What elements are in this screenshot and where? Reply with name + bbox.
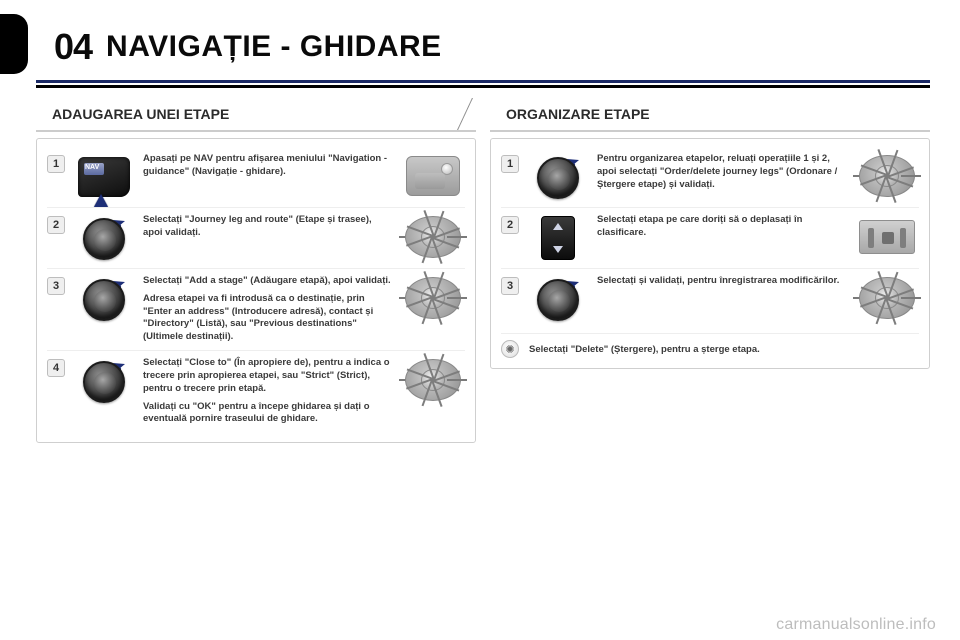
- left-steps-card: 1 Apasați pe NAV pentru afișarea meniulu…: [36, 138, 476, 443]
- step-text: Selectați "Journey leg and route" (Etape…: [143, 214, 391, 240]
- rotary-knob-icon: [529, 153, 587, 201]
- step-text: Selectați și validați, pentru înregistra…: [597, 275, 845, 288]
- content-columns: ADAUGAREA UNEI ETAPE 1 Apasați pe NAV pe…: [36, 98, 930, 443]
- step-text: Selectați "Add a stage" (Adăugare etapă)…: [143, 275, 391, 344]
- step-badge: 1: [47, 155, 65, 173]
- step-text: Apasați pe NAV pentru afișarea meniului …: [143, 153, 391, 179]
- left-subtitle: ADAUGAREA UNEI ETAPE: [36, 98, 476, 132]
- step-row: 1 Pentru organizarea etapelor, reluați o…: [501, 147, 919, 207]
- rocker-icon: [529, 214, 587, 262]
- step-badge: 3: [501, 277, 519, 295]
- right-steps-card: 1 Pentru organizarea etapelor, reluați o…: [490, 138, 930, 369]
- step-text: Pentru organizarea etapelor, reluați ope…: [597, 153, 845, 191]
- dial-icon: [855, 275, 919, 321]
- step-badge: 4: [47, 359, 65, 377]
- right-subtitle: ORGANIZARE ETAPE: [490, 98, 930, 132]
- rotary-knob-icon: [75, 357, 133, 405]
- page-tab-notch: [0, 14, 28, 74]
- rotary-knob-icon: [75, 214, 133, 262]
- page-header: 04 NAVIGAȚIE - GHIDARE: [36, 20, 930, 78]
- step-badge: 2: [501, 216, 519, 234]
- left-column: ADAUGAREA UNEI ETAPE 1 Apasați pe NAV pe…: [36, 98, 476, 443]
- step-text: Selectați "Close to" (În apropiere de), …: [143, 357, 391, 426]
- dial-icon: [401, 275, 465, 321]
- manual-page: 04 NAVIGAȚIE - GHIDARE ADAUGAREA UNEI ET…: [0, 0, 960, 640]
- right-column: ORGANIZARE ETAPE 1 Pentru organizarea et…: [490, 98, 930, 443]
- step-badge: 2: [47, 216, 65, 234]
- rotary-knob-icon: [75, 275, 133, 323]
- step-row: 3 Selectați și validați, pentru înregist…: [501, 268, 919, 329]
- step-row: 1 Apasați pe NAV pentru afișarea meniulu…: [47, 147, 465, 207]
- tip-text: Selectați "Delete" (Ștergere), pentru a …: [529, 344, 760, 355]
- nav-button-icon: [75, 153, 133, 201]
- dial-icon: [401, 357, 465, 403]
- step-row: 3 Selectați "Add a stage" (Adăugare etap…: [47, 268, 465, 350]
- slot-icon: [855, 214, 919, 260]
- step-badge: 3: [47, 277, 65, 295]
- dial-icon: [401, 214, 465, 260]
- watermark: carmanualsonline.info: [776, 616, 936, 634]
- page-title: NAVIGAȚIE - GHIDARE: [106, 30, 442, 64]
- tip-bulb-icon: ✺: [501, 340, 519, 358]
- step-row: 2 Selectați etapa pe care doriți să o de…: [501, 207, 919, 268]
- step-row: 4 Selectați "Close to" (În apropiere de)…: [47, 350, 465, 432]
- header-divider: [36, 80, 930, 88]
- step-badge: 1: [501, 155, 519, 173]
- rotary-knob-icon: [529, 275, 587, 323]
- step-row: 2 Selectați "Journey leg and route" (Eta…: [47, 207, 465, 268]
- console-icon: [401, 153, 465, 199]
- section-number: 04: [54, 26, 92, 68]
- step-text: Selectați etapa pe care doriți să o depl…: [597, 214, 845, 240]
- dial-icon: [855, 153, 919, 199]
- tip-row: ✺ Selectați "Delete" (Ștergere), pentru …: [501, 333, 919, 358]
